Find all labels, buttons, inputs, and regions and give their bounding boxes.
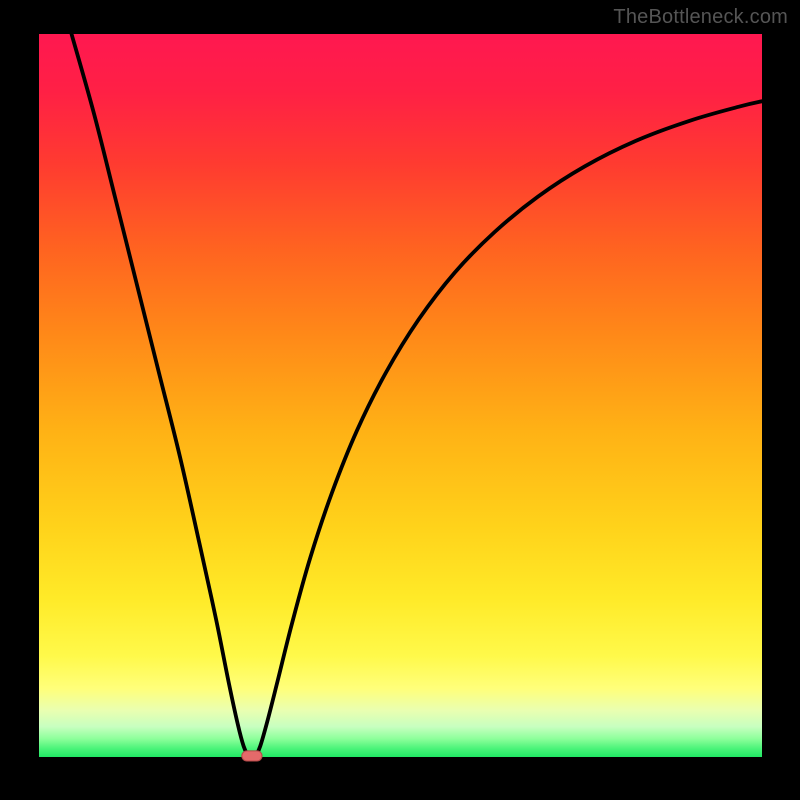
attribution-label: TheBottleneck.com xyxy=(613,6,788,29)
bottleneck-chart xyxy=(0,0,800,800)
optimum-marker xyxy=(242,751,262,761)
chart-container: TheBottleneck.com xyxy=(0,0,800,800)
gradient-bg xyxy=(39,34,762,757)
